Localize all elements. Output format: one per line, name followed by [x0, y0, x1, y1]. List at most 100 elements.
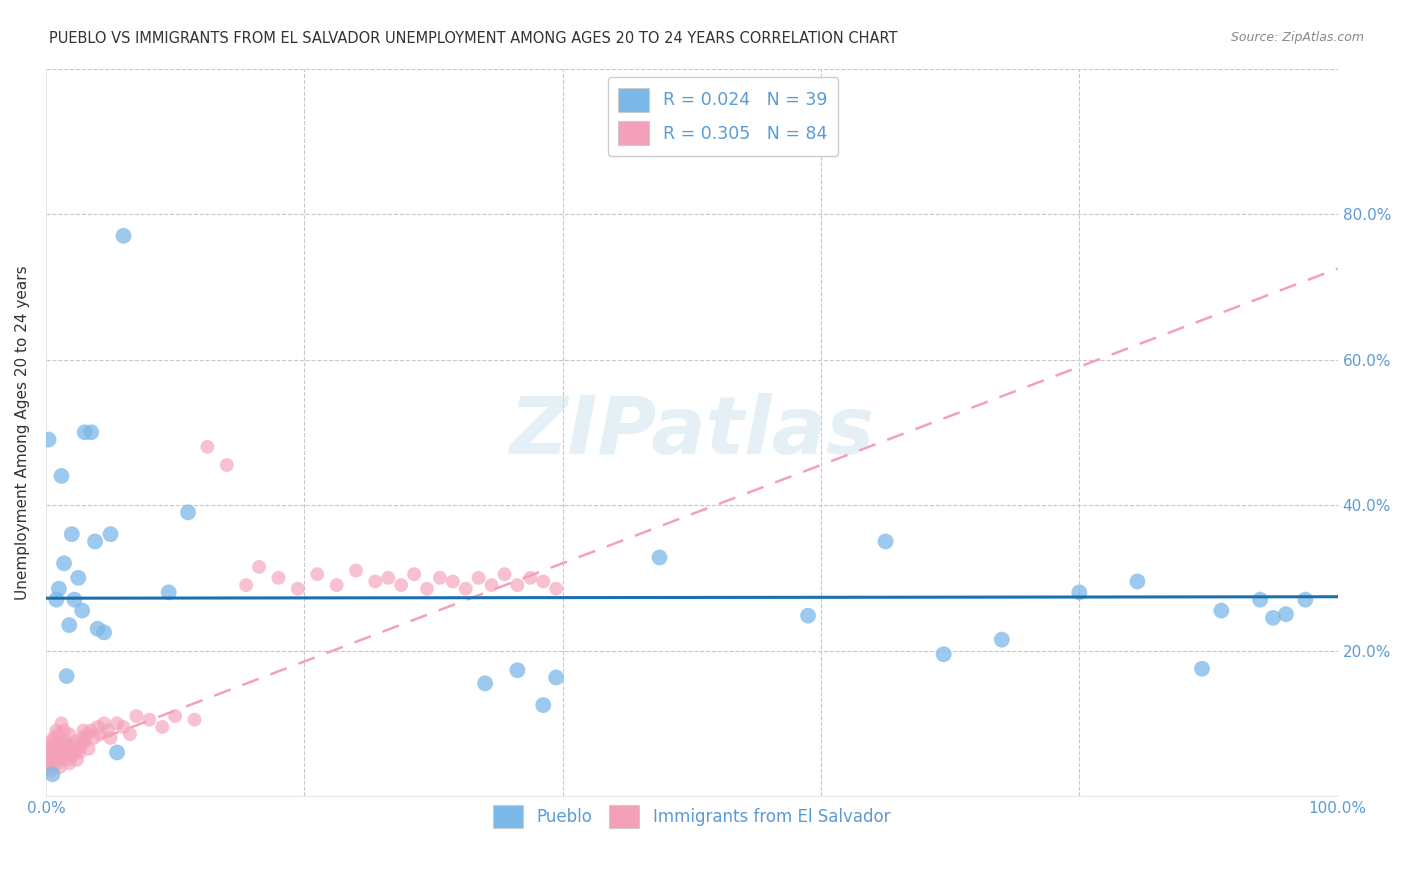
Point — [55, 669, 77, 683]
Point — [51, 469, 73, 483]
Point — [38, 433, 60, 447]
Point — [215, 458, 238, 472]
Text: ZIPatlas: ZIPatlas — [509, 393, 875, 471]
Point — [86, 622, 108, 636]
Point — [58, 618, 80, 632]
Point — [59, 746, 82, 760]
Point — [416, 582, 439, 596]
Point — [531, 574, 554, 589]
Point — [1191, 662, 1213, 676]
Point — [97, 723, 120, 738]
Point — [76, 727, 98, 741]
Point — [991, 632, 1014, 647]
Point — [932, 647, 955, 661]
Point — [52, 738, 75, 752]
Point — [112, 720, 135, 734]
Point — [364, 574, 387, 589]
Point — [70, 603, 93, 617]
Point — [93, 716, 115, 731]
Point — [37, 760, 59, 774]
Point — [49, 746, 72, 760]
Point — [39, 734, 62, 748]
Point — [67, 571, 90, 585]
Point — [100, 527, 122, 541]
Point — [39, 764, 62, 778]
Point — [72, 723, 94, 738]
Point — [77, 741, 100, 756]
Point — [1126, 574, 1149, 589]
Point — [494, 567, 516, 582]
Point — [138, 713, 160, 727]
Point — [53, 741, 76, 756]
Point — [53, 723, 76, 738]
Point — [797, 608, 820, 623]
Point — [73, 734, 96, 748]
Point — [125, 709, 148, 723]
Point — [45, 723, 67, 738]
Point — [70, 731, 93, 745]
Point — [1261, 611, 1284, 625]
Point — [80, 723, 103, 738]
Point — [48, 753, 70, 767]
Point — [38, 753, 60, 767]
Point — [69, 746, 91, 760]
Point — [344, 564, 367, 578]
Text: PUEBLO VS IMMIGRANTS FROM EL SALVADOR UNEMPLOYMENT AMONG AGES 20 TO 24 YEARS COR: PUEBLO VS IMMIGRANTS FROM EL SALVADOR UN… — [49, 31, 897, 46]
Point — [177, 505, 200, 519]
Point — [38, 746, 60, 760]
Point — [100, 731, 122, 745]
Point — [63, 746, 86, 760]
Point — [67, 741, 90, 756]
Point — [287, 582, 309, 596]
Point — [84, 534, 107, 549]
Point — [1249, 592, 1271, 607]
Point — [38, 741, 60, 756]
Point — [183, 713, 205, 727]
Point — [235, 578, 257, 592]
Point — [86, 720, 108, 734]
Point — [53, 556, 76, 570]
Point — [481, 578, 503, 592]
Point — [474, 676, 496, 690]
Point — [46, 734, 69, 748]
Point — [45, 756, 67, 771]
Point — [546, 671, 568, 685]
Point — [267, 571, 290, 585]
Point — [454, 582, 477, 596]
Point — [65, 734, 87, 748]
Point — [648, 550, 671, 565]
Point — [42, 753, 65, 767]
Point — [41, 738, 63, 752]
Point — [1275, 607, 1298, 622]
Point — [546, 582, 568, 596]
Point — [157, 585, 180, 599]
Point — [506, 578, 529, 592]
Point — [429, 571, 451, 585]
Point — [506, 663, 529, 677]
Point — [49, 760, 72, 774]
Point — [46, 749, 69, 764]
Point — [41, 756, 63, 771]
Point — [48, 582, 70, 596]
Point — [80, 425, 103, 440]
Point — [93, 625, 115, 640]
Point — [53, 749, 76, 764]
Point — [1211, 603, 1233, 617]
Point — [66, 753, 89, 767]
Point — [58, 727, 80, 741]
Point — [307, 567, 329, 582]
Point — [42, 731, 65, 745]
Point — [58, 756, 80, 771]
Point — [325, 578, 347, 592]
Point — [519, 571, 541, 585]
Point — [105, 716, 128, 731]
Point — [404, 567, 426, 582]
Point — [441, 574, 464, 589]
Point — [118, 727, 141, 741]
Point — [56, 738, 79, 752]
Y-axis label: Unemployment Among Ages 20 to 24 years: Unemployment Among Ages 20 to 24 years — [15, 265, 30, 599]
Point — [60, 749, 83, 764]
Point — [60, 527, 83, 541]
Point — [55, 753, 77, 767]
Text: Source: ZipAtlas.com: Source: ZipAtlas.com — [1230, 31, 1364, 45]
